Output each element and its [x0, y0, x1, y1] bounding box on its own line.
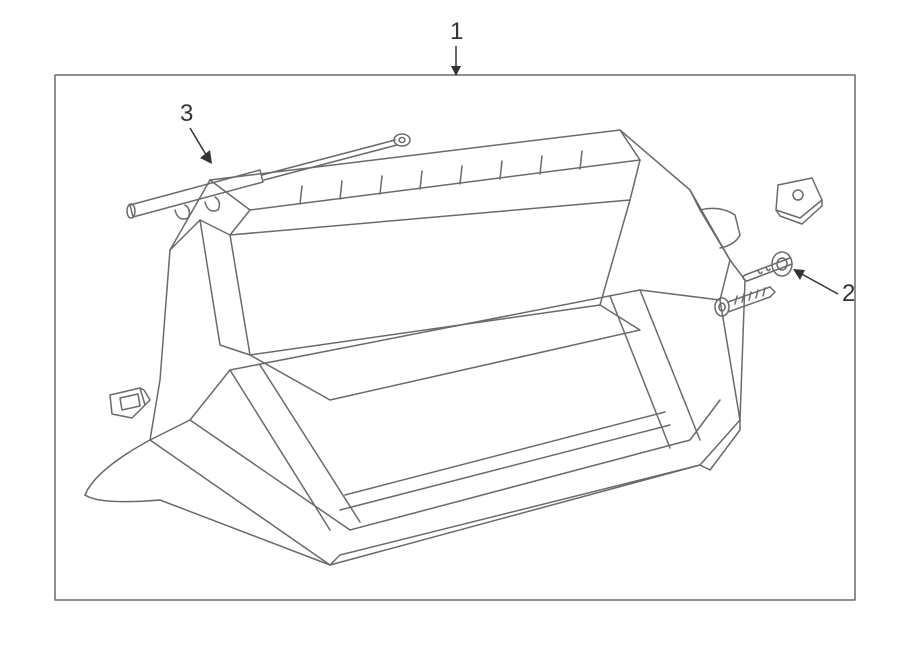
callout-leader-3	[0, 0, 900, 661]
diagram-canvas: 1 2 3	[0, 0, 900, 661]
